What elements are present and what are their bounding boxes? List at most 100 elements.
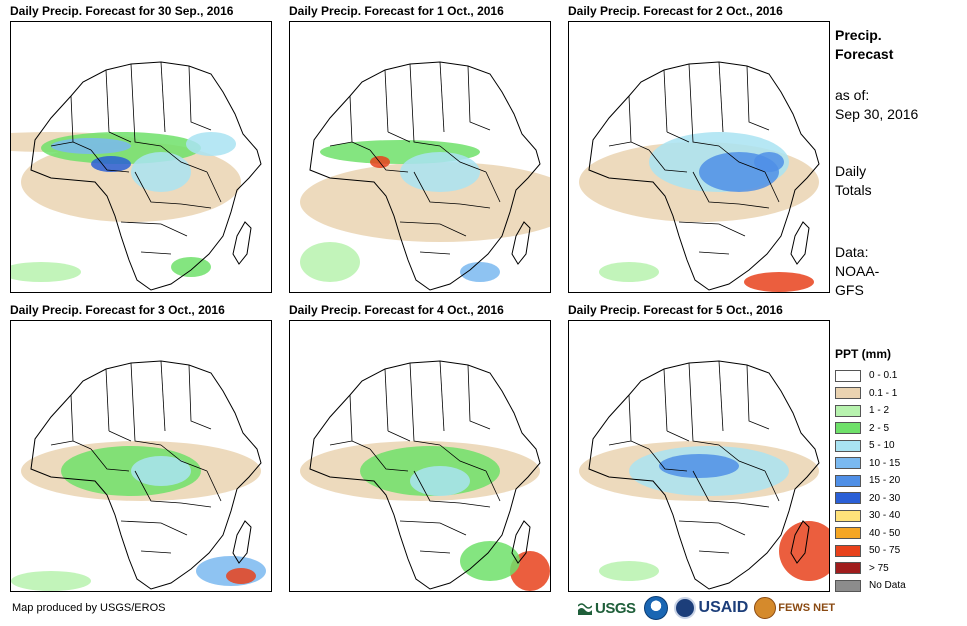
country-border — [387, 430, 411, 442]
usaid-logo-text: USAID — [698, 599, 749, 616]
as-of-date: Sep 30, 2016 — [835, 106, 919, 122]
usgs-wave-icon — [578, 603, 592, 615]
panel-title: Daily Precip. Forecast for 2 Oct., 2016 — [568, 4, 783, 18]
country-border — [439, 360, 445, 432]
legend-item: 30 - 40 — [835, 507, 906, 525]
country-border — [180, 502, 212, 508]
precip-field — [460, 541, 520, 581]
country-border — [160, 444, 208, 472]
country-border — [648, 448, 688, 472]
map-canvas — [579, 360, 829, 590]
country-border — [384, 69, 389, 133]
country-border — [698, 251, 730, 255]
country-border — [663, 368, 668, 432]
totals-block: Daily Totals — [835, 162, 872, 200]
precip-field — [226, 568, 256, 584]
legend-item: No Data — [835, 577, 906, 595]
madagascar-outline — [232, 221, 252, 265]
country-border — [666, 430, 690, 442]
panel-title: Daily Precip. Forecast for 30 Sep., 2016 — [10, 4, 234, 18]
country-border — [105, 368, 110, 432]
madagascar-outline — [511, 221, 531, 265]
forecast-panel-6: Daily Precip. Forecast for 5 Oct., 2016 — [568, 303, 830, 593]
country-border — [718, 145, 766, 173]
country-border — [746, 65, 770, 131]
panel-title: Daily Precip. Forecast for 1 Oct., 2016 — [289, 4, 504, 18]
fews-logo-text: FEWS NET — [778, 602, 836, 614]
madagascar-outline — [232, 520, 252, 564]
country-border — [90, 448, 130, 472]
country-border — [206, 171, 222, 203]
country-border — [160, 145, 208, 173]
precip-field — [410, 466, 470, 496]
map-credit: Map produced by USGS/EROS — [12, 602, 166, 614]
precip-field — [744, 272, 814, 292]
precip-field — [51, 138, 131, 154]
madagascar-outline — [790, 221, 810, 265]
legend-item: 50 - 75 — [835, 542, 906, 560]
country-border — [608, 141, 632, 147]
country-border — [459, 502, 491, 508]
country-border — [485, 470, 501, 502]
legend-label: 5 - 10 — [869, 440, 895, 452]
legend-swatch — [835, 404, 861, 417]
country-border — [628, 95, 650, 151]
country-border — [663, 69, 668, 133]
country-border — [467, 65, 491, 131]
legend-label: 1 - 2 — [869, 405, 890, 417]
legend-item: 1 - 2 — [835, 402, 906, 420]
fews-net-logo: FEWS NET — [754, 597, 835, 619]
map-canvas — [300, 61, 550, 291]
agency-logos: USGS USAID FEWS NET — [578, 595, 835, 621]
forecast-panel-1: Daily Precip. Forecast for 30 Sep., 2016 — [10, 4, 272, 294]
country-border — [678, 221, 746, 237]
forecast-panel-4: Daily Precip. Forecast for 3 Oct., 2016 — [10, 303, 272, 593]
country-border — [692, 470, 740, 504]
legend-swatch — [835, 369, 861, 382]
legend-item: 2 - 5 — [835, 420, 906, 438]
usgs-logo-text: USGS — [595, 599, 636, 617]
legend-item: 15 - 20 — [835, 472, 906, 490]
country-border — [160, 61, 166, 133]
legend-swatch — [835, 474, 861, 487]
country-border — [329, 141, 353, 147]
country-border — [134, 171, 182, 205]
legend-swatch — [835, 527, 861, 540]
country-border — [678, 520, 746, 536]
noaa-logo-icon — [643, 596, 668, 620]
country-border — [70, 394, 92, 450]
country-border — [384, 368, 389, 432]
africa-precip-map — [568, 320, 830, 592]
legend-label: 40 - 50 — [869, 527, 901, 539]
precip-field — [659, 454, 739, 478]
legend-item: 0.1 - 1 — [835, 385, 906, 403]
legend-label: 50 - 75 — [869, 545, 901, 557]
country-border — [467, 364, 491, 430]
country-border — [764, 470, 780, 502]
country-border — [439, 61, 445, 133]
country-border — [746, 364, 770, 430]
country-border — [90, 149, 130, 173]
legend-label: 0 - 0.1 — [869, 370, 898, 382]
precip-field — [91, 156, 131, 172]
legend-label: 0.1 - 1 — [869, 387, 898, 399]
legend-item: 5 - 10 — [835, 437, 906, 455]
country-border — [160, 360, 166, 432]
precip-field — [400, 152, 480, 192]
country-border — [764, 171, 780, 203]
precip-field — [300, 242, 360, 282]
data-source-line: GFS — [835, 282, 864, 298]
africa-precip-map — [10, 21, 272, 293]
fews-seal-icon — [754, 597, 777, 619]
map-canvas — [11, 360, 266, 591]
precip-field — [300, 162, 550, 242]
africa-precip-map — [289, 320, 551, 592]
precip-field — [186, 132, 236, 156]
africa-precip-map — [10, 320, 272, 592]
legend-swatch — [835, 422, 861, 435]
country-border — [206, 470, 222, 502]
country-border — [666, 131, 690, 143]
legend-label: 10 - 15 — [869, 457, 901, 469]
country-border — [108, 430, 132, 442]
legend-swatch — [835, 562, 861, 575]
